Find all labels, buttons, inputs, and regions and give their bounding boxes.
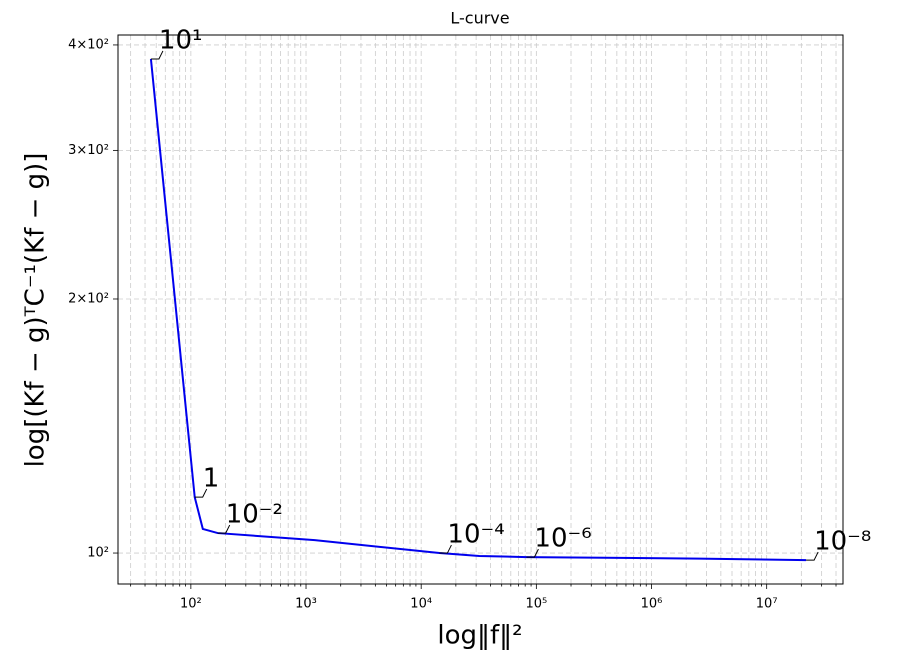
- curve: [149, 58, 807, 562]
- annotation: 10¹: [159, 25, 203, 55]
- x-axis-label: log‖f‖²: [437, 621, 522, 651]
- y-tick-label: 4×10²: [68, 37, 109, 52]
- x-tick-label: 10³: [295, 597, 317, 612]
- annotation-arrow: [150, 50, 164, 60]
- annotation: 10⁻²: [226, 500, 283, 530]
- annotation-arrow: [806, 551, 819, 561]
- annotation: 10⁻⁴: [447, 520, 504, 550]
- annotation: 10⁻⁸: [814, 527, 871, 557]
- annotation-arrow: [217, 524, 231, 534]
- annotation: 1: [203, 464, 220, 494]
- x-tick-label: 10⁷: [756, 597, 778, 612]
- x-tick-label: 10⁶: [641, 597, 663, 612]
- annotation: 10⁻⁶: [534, 524, 591, 554]
- y-axis-label: log[(Kf − g)ᵀC⁻¹(Kf − g)]: [21, 153, 51, 468]
- annotation-arrow: [526, 548, 539, 558]
- x-tick-label: 10²: [180, 597, 202, 612]
- x-tick-label: 10⁵: [525, 597, 547, 612]
- plot-frame: [117, 34, 844, 585]
- chart-title: L-curve: [450, 9, 509, 28]
- annotation-arrow: [194, 488, 208, 498]
- y-tick-label: 2×10²: [68, 291, 109, 306]
- y-tick-label: 3×10²: [68, 143, 109, 158]
- x-tick-label: 10⁴: [410, 597, 432, 612]
- y-tick-label: 10²: [87, 546, 109, 561]
- annotation-arrow: [439, 544, 452, 554]
